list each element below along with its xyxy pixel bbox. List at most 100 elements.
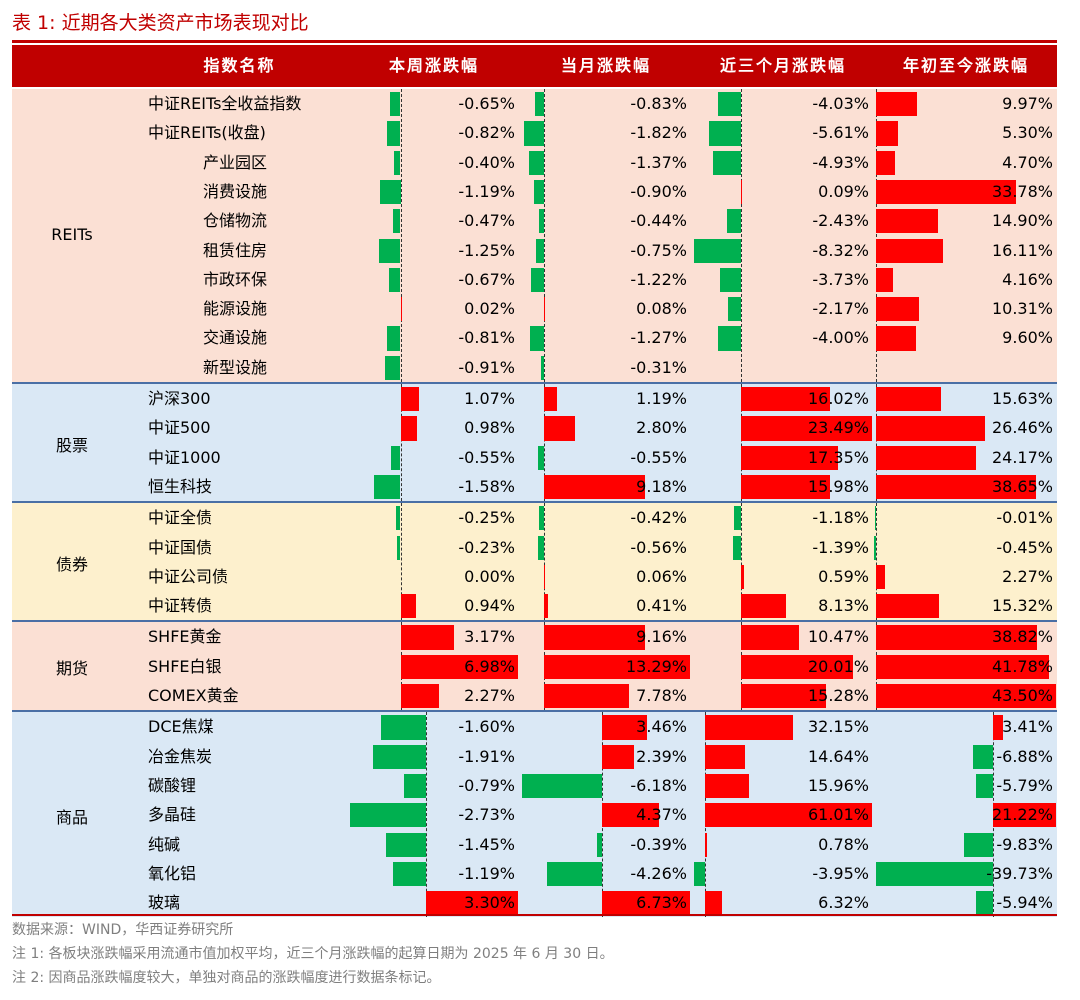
value-month: 0.06% [636, 566, 687, 586]
bar-month [543, 594, 549, 619]
bar-ytd [993, 715, 1004, 740]
table-row: 中证公司债 0.00% 0.06% 0.59% 2.27% [12, 562, 1057, 591]
bar-three-month [704, 715, 793, 740]
zero-axis-ytd [876, 89, 877, 382]
value-week: -0.25% [458, 508, 515, 528]
value-month: -6.18% [630, 775, 687, 795]
table-row: 纯碱 -1.45% -0.39% 0.78% -9.83% [12, 830, 1057, 859]
group-separator [12, 382, 1057, 384]
bar-month [539, 209, 544, 234]
group-separator [12, 620, 1057, 623]
value-ytd: -0.45% [996, 537, 1053, 557]
value-month: 1.19% [636, 389, 687, 408]
table-row: 产业园区 -0.40% -1.37% -4.93% 4.70% [12, 148, 1057, 177]
bar-month [528, 150, 544, 175]
value-month: -0.83% [630, 94, 687, 113]
table-row: 多晶硅 -2.73% 4.37% 61.01% 21.22% [12, 800, 1057, 829]
index-name: 纯碱 [148, 834, 181, 854]
value-ytd: 43.50% [991, 686, 1053, 705]
bar-three-month [740, 474, 830, 500]
value-three-month: 8.13% [818, 596, 869, 616]
bar-ytd [876, 326, 916, 351]
value-month: -0.75% [630, 240, 687, 260]
value-month: 2.80% [636, 418, 687, 438]
group-label: 股票 [55, 435, 88, 455]
bar-three-month [740, 564, 744, 590]
bar-three-month [712, 150, 741, 175]
note-1: 注 1: 各板块涨跌幅采用流通市值加权平均，近三个月涨跌幅的起算日期为 2025… [12, 946, 614, 962]
header-ytd-change: 年初至今涨跌幅 [902, 56, 1029, 75]
table-row: 中证转债 0.94% 0.41% 8.13% 15.32% [12, 591, 1057, 620]
value-ytd: 2.27% [1002, 566, 1053, 586]
bar-week [400, 297, 402, 322]
value-three-month: -2.17% [812, 299, 869, 319]
header-week-change: 本周涨跌幅 [388, 56, 479, 75]
bar-month [530, 267, 544, 293]
note-2: 注 2: 因商品涨跌幅度较大，单独对商品的涨跌幅度进行数据条标记。 [12, 970, 441, 986]
value-three-month: -5.61% [812, 123, 869, 143]
value-three-month: 23.49% [807, 418, 869, 438]
value-month: -0.56% [630, 537, 687, 557]
value-three-month: -8.32% [812, 240, 869, 260]
bar-week [372, 744, 427, 769]
bar-month [534, 92, 544, 117]
index-name: 市政环保 [203, 269, 268, 289]
zero-axis-month [543, 89, 545, 382]
bar-ytd [975, 891, 994, 916]
value-month: -4.26% [630, 863, 687, 883]
bar-three-month [709, 121, 741, 146]
bar-month [537, 445, 544, 470]
index-name: 中证转债 [148, 596, 213, 616]
value-month: 0.41% [636, 596, 687, 616]
header-month-change: 当月涨跌幅 [560, 56, 651, 75]
bar-three-month [694, 238, 741, 263]
bar-ytd [876, 121, 898, 146]
value-week: -0.47% [458, 211, 515, 231]
index-name: 沪深300 [148, 389, 211, 408]
table-row: 玻璃 3.30% 6.73% 6.32% -5.94% [12, 888, 1057, 917]
bar-week [379, 238, 401, 263]
bar-week [373, 474, 401, 500]
value-ytd: 38.82% [991, 627, 1053, 647]
value-three-month: -3.95% [812, 863, 869, 883]
bar-three-month [718, 326, 741, 351]
bar-ytd [876, 179, 1016, 205]
value-three-month: -4.03% [812, 94, 869, 113]
group-label: 债券 [55, 554, 88, 574]
header-index-name: 指数名称 [203, 56, 276, 75]
value-three-month: 20.01% [807, 656, 869, 676]
value-week: 3.30% [464, 893, 515, 913]
value-three-month: 10.47% [807, 627, 869, 647]
index-name: 租赁住房 [203, 240, 268, 260]
value-ytd: -0.01% [996, 508, 1053, 528]
value-ytd: 10.31% [991, 299, 1053, 319]
table-row: 能源设施 0.02% 0.08% -2.17% 10.31% [12, 294, 1057, 323]
table-row: COMEX黄金 2.27% 7.78% 15.28% 43.50% [12, 681, 1057, 710]
value-ytd: -39.73% [986, 863, 1053, 883]
group-separator [12, 501, 1057, 504]
group-label: 商品 [55, 807, 88, 827]
bar-ytd [876, 92, 918, 117]
bar-week [391, 445, 401, 470]
bar-month [543, 654, 690, 679]
value-week: -0.23% [458, 537, 515, 557]
zero-axis-month [543, 503, 545, 621]
bar-week [400, 416, 417, 441]
value-month: -1.27% [630, 328, 687, 348]
table-row: 市政环保 -0.67% -1.22% -3.73% 4.16% [12, 265, 1057, 294]
bar-week [404, 773, 427, 799]
table-row: 消费设施 -1.19% -0.90% 0.09% 33.78% [12, 177, 1057, 206]
index-name: 中证全债 [148, 508, 213, 528]
bar-three-month [704, 744, 745, 769]
bar-month [534, 179, 544, 205]
bar-ytd [876, 150, 896, 175]
value-week: -0.67% [458, 269, 515, 289]
bar-week [381, 715, 427, 740]
value-week: 3.17% [464, 627, 515, 647]
index-name: 能源设施 [203, 299, 268, 319]
value-week: 2.27% [464, 686, 515, 705]
bar-ytd [876, 684, 1056, 709]
zero-axis-ytd [876, 384, 877, 502]
bar-ytd [876, 861, 994, 887]
value-ytd: -5.94% [996, 893, 1053, 913]
